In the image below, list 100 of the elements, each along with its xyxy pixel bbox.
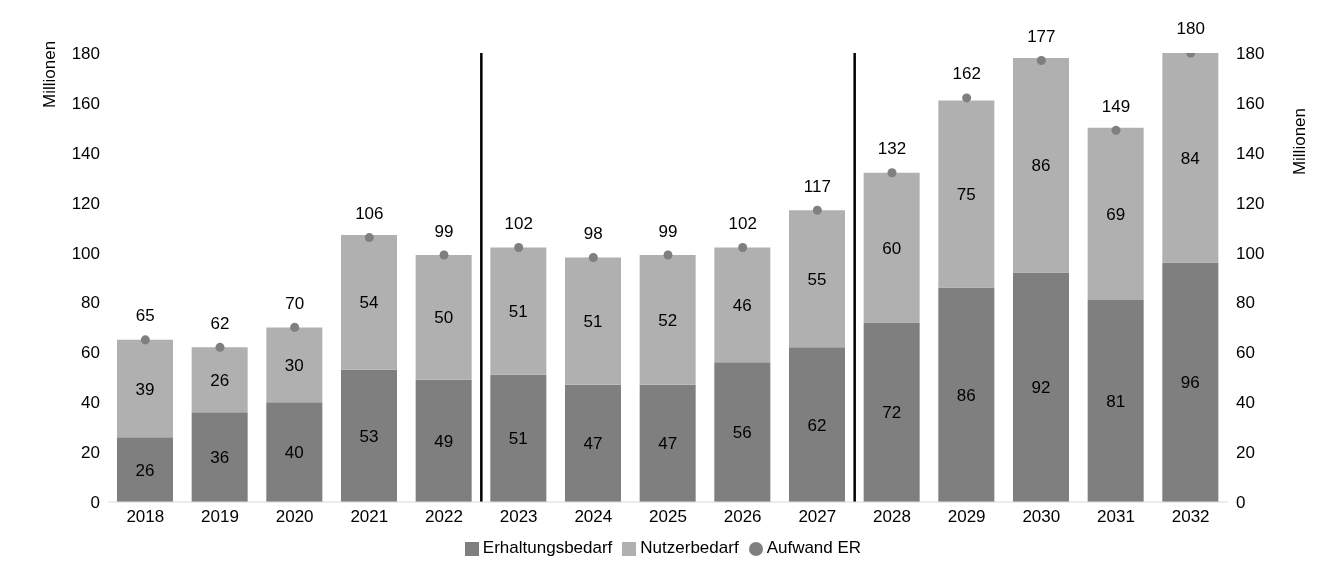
y2-tick-label: 0 <box>1236 493 1246 513</box>
x-tick-label: 2031 <box>1097 507 1135 527</box>
bar <box>191 347 248 413</box>
x-tick-label: 2030 <box>1022 507 1061 527</box>
point <box>364 233 374 243</box>
y-tick-label: 160 <box>71 93 100 113</box>
x-tick-label: 2029 <box>947 507 986 527</box>
bar <box>117 437 173 502</box>
data-label: 149 <box>1101 96 1131 116</box>
x-tick-label: 2032 <box>1171 507 1210 527</box>
bar <box>1087 299 1144 502</box>
bar <box>639 384 696 502</box>
point <box>588 253 598 263</box>
data-label: 162 <box>952 64 981 84</box>
data-label: 46 <box>732 295 752 315</box>
legend-label: Nutzerbedarf <box>640 538 739 557</box>
y-tick-label: 80 <box>81 293 100 313</box>
x-tick-label: 2026 <box>723 507 762 527</box>
bar <box>1013 57 1069 273</box>
bar <box>341 235 397 370</box>
y-axis-title: Millionen <box>40 40 60 108</box>
bar <box>490 247 547 375</box>
y-tick-label: 100 <box>71 243 100 263</box>
point <box>887 168 897 178</box>
bar <box>863 322 920 502</box>
y2-tick-label: 60 <box>1236 343 1255 363</box>
data-label: 51 <box>508 429 528 449</box>
point <box>290 322 300 332</box>
data-label: 102 <box>728 214 757 234</box>
data-label: 26 <box>135 460 155 480</box>
bar <box>341 369 397 502</box>
y-tick-label: 60 <box>81 343 100 363</box>
point <box>514 243 524 253</box>
bar <box>714 362 771 502</box>
data-label: 55 <box>807 269 827 289</box>
data-label: 96 <box>1180 373 1200 393</box>
data-label: 60 <box>882 238 902 258</box>
data-label: 62 <box>807 415 827 435</box>
x-tick-label: 2022 <box>425 507 463 527</box>
bar <box>117 339 173 438</box>
bar <box>490 374 547 502</box>
data-label: 51 <box>508 302 528 322</box>
data-label: 180 <box>1176 19 1205 39</box>
bar <box>1162 262 1219 502</box>
data-label: 49 <box>434 431 454 451</box>
data-label: 56 <box>732 423 752 443</box>
data-label: 84 <box>1180 148 1200 168</box>
data-label: 102 <box>504 214 533 234</box>
y2-tick-label: 140 <box>1236 143 1265 163</box>
point <box>140 335 150 345</box>
bar <box>938 100 995 288</box>
data-label: 99 <box>434 221 454 241</box>
data-label: 117 <box>803 176 831 196</box>
x-tick-label: 2018 <box>126 507 165 527</box>
x-tick-label: 2025 <box>649 507 687 527</box>
point <box>812 205 822 215</box>
y-tick-label: 180 <box>71 44 100 64</box>
y-tick-label: 120 <box>71 193 100 213</box>
data-label: 86 <box>1031 156 1051 176</box>
bar <box>266 327 323 403</box>
x-tick-label: 2021 <box>350 507 389 527</box>
y2-tick-label: 180 <box>1236 44 1265 64</box>
data-label: 132 <box>877 139 907 159</box>
point <box>1036 55 1046 65</box>
data-label: 40 <box>284 443 304 463</box>
x-tick-label: 2019 <box>201 507 239 527</box>
y2-tick-label: 160 <box>1236 93 1265 113</box>
bar <box>415 255 472 380</box>
legend-label: Aufwand ER <box>766 538 862 557</box>
data-label: 72 <box>882 403 902 423</box>
data-label: 106 <box>355 204 384 224</box>
x-tick-label: 2027 <box>798 507 837 527</box>
bar <box>1162 53 1219 263</box>
data-label: 98 <box>583 224 603 244</box>
data-label: 52 <box>658 310 678 330</box>
bar <box>789 347 845 502</box>
data-label: 99 <box>658 221 678 241</box>
bar <box>565 384 621 502</box>
bar <box>938 287 995 502</box>
bar <box>191 412 248 502</box>
data-label: 26 <box>210 370 230 390</box>
y2-tick-label: 100 <box>1236 243 1265 263</box>
data-label: 65 <box>135 306 155 326</box>
legend-label: Erhaltungsbedarf <box>482 538 613 557</box>
y2-tick-label: 80 <box>1236 293 1255 313</box>
x-tick-label: 2024 <box>574 507 613 527</box>
bar <box>1013 272 1069 502</box>
data-label: 62 <box>210 313 230 333</box>
data-label: 51 <box>583 312 603 332</box>
bar <box>714 247 771 363</box>
data-label: 70 <box>285 293 305 313</box>
bar <box>1087 127 1144 300</box>
data-label: 39 <box>135 379 155 399</box>
data-label: 81 <box>1106 392 1126 412</box>
point <box>663 250 673 260</box>
point <box>215 342 225 352</box>
data-label: 92 <box>1031 378 1051 398</box>
data-label: 177 <box>1027 26 1056 46</box>
bar <box>639 255 696 385</box>
data-label: 50 <box>434 308 454 328</box>
